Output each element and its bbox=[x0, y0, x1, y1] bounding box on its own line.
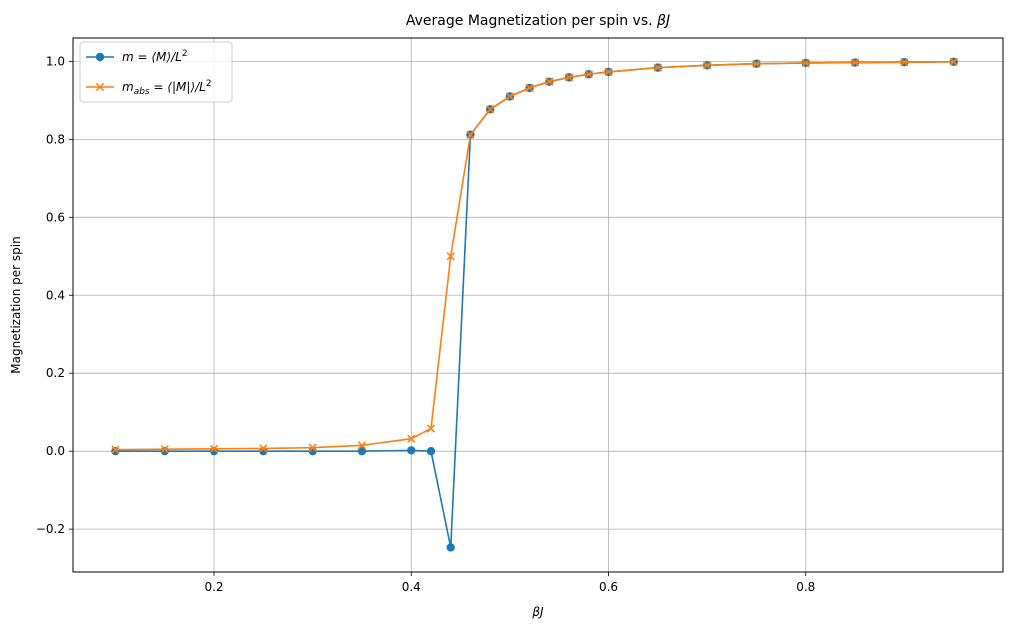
data-point bbox=[505, 92, 515, 101]
data-point bbox=[801, 58, 810, 68]
data-point bbox=[209, 444, 219, 453]
data-point bbox=[160, 445, 169, 454]
data-point bbox=[111, 446, 120, 456]
legend-label: m = ⟨M⟩/L2 bbox=[122, 49, 188, 64]
y-tick-label: 0.2 bbox=[46, 366, 65, 380]
legend-marker bbox=[95, 52, 105, 62]
legend-item-1: m = ⟨M⟩/L2 bbox=[86, 49, 188, 64]
y-tick-label: 0.4 bbox=[46, 288, 65, 302]
data-point bbox=[653, 63, 662, 72]
x-axis-label: βJ bbox=[531, 605, 544, 619]
legend-label: mabs = ⟨|M|⟩/L2 bbox=[122, 79, 212, 97]
data-point bbox=[525, 83, 534, 93]
x-tick-label: 0.6 bbox=[599, 580, 618, 594]
data-point bbox=[111, 445, 120, 454]
y-tick-label: −0.2 bbox=[36, 522, 65, 536]
chart-title-text: Average Magnetization per spin vs. bbox=[406, 13, 657, 29]
data-point bbox=[486, 105, 495, 114]
data-point bbox=[949, 57, 958, 66]
legend-box bbox=[79, 41, 233, 103]
series-line bbox=[115, 60, 954, 451]
legend-marker bbox=[95, 82, 105, 92]
plot-frame bbox=[72, 37, 1004, 573]
series-line bbox=[115, 60, 954, 549]
chart-title: Average Magnetization per spin vs. βJ bbox=[406, 13, 670, 29]
x-tick-label: 0.8 bbox=[796, 580, 815, 594]
data-point bbox=[584, 70, 593, 79]
y-tick-label: 0.6 bbox=[46, 210, 65, 224]
series-2 bbox=[111, 57, 958, 454]
series-1 bbox=[111, 57, 958, 552]
data-point bbox=[357, 441, 367, 450]
data-point bbox=[446, 543, 455, 552]
data-point bbox=[900, 58, 909, 67]
data-point bbox=[308, 443, 317, 452]
data-point bbox=[850, 58, 860, 67]
chart-title-symbol: βJ bbox=[656, 13, 670, 29]
grid bbox=[73, 38, 1003, 572]
y-tick-label: 1.0 bbox=[46, 54, 65, 68]
data-point bbox=[426, 424, 436, 433]
x-tick-label: 0.2 bbox=[204, 580, 223, 594]
legend-item-2: mabs = ⟨|M|⟩/L2 bbox=[86, 79, 212, 97]
data-point bbox=[564, 73, 574, 82]
x-tick-label: 0.4 bbox=[402, 580, 421, 594]
y-axis-label: Magnetization per spin bbox=[9, 236, 23, 373]
legend: m = ⟨M⟩/L2 mabs = ⟨|M|⟩/L2 bbox=[79, 41, 233, 103]
data-point bbox=[407, 434, 416, 443]
data-point bbox=[259, 444, 268, 453]
data-point bbox=[446, 252, 455, 261]
ticks: 0.2 0.4 0.6 0.8 −0.2 0.0 0.2 0.4 0.6 0.8 1.0 bbox=[36, 54, 815, 594]
data-point bbox=[545, 77, 554, 86]
data-point bbox=[407, 446, 416, 455]
data-point bbox=[466, 130, 475, 139]
y-tick-label: 0.8 bbox=[46, 132, 65, 146]
data-point bbox=[357, 446, 367, 456]
y-tick-label: 0.0 bbox=[46, 444, 65, 458]
data-point bbox=[426, 446, 436, 456]
data-point bbox=[752, 59, 761, 68]
data-point bbox=[703, 61, 712, 70]
data-point bbox=[604, 67, 613, 77]
series-layer bbox=[111, 57, 958, 552]
